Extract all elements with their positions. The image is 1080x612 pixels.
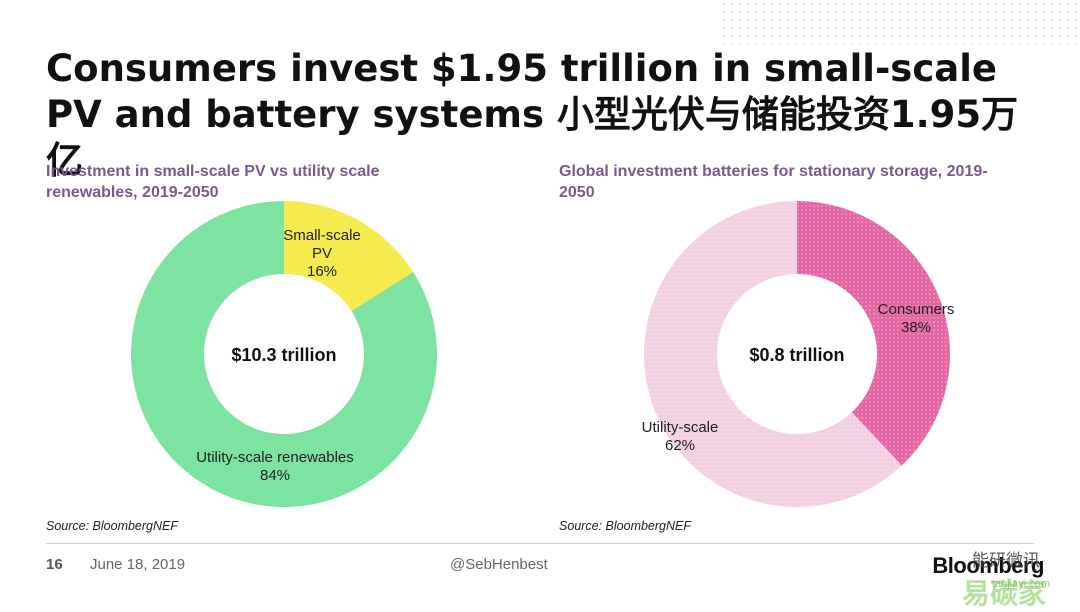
slide-title: Consumers invest $1.95 trillion in small… (46, 47, 1019, 182)
chart-2-slice-2-texture (644, 201, 902, 508)
page-number: 16 (46, 556, 63, 573)
tanjiayi-watermark: 易碳家 (961, 577, 1046, 610)
chart-2-slice-1-label: Consumers (878, 301, 955, 318)
chart-1-slice-2 (130, 201, 437, 508)
chart-2-slice-1-texture (797, 201, 951, 466)
chart-2-slice-2-value-label: 62% (665, 437, 695, 454)
chart-1-slice-1 (284, 201, 414, 312)
wechat-watermark: 能研微讯 (972, 551, 1040, 571)
chart-2-center-label: $0.8 trillion (749, 345, 844, 365)
chart-1-title: Investment in small-scale PV vs utility … (46, 163, 380, 201)
decorative-dot-pattern (720, 0, 1080, 44)
chart-2-slice-1-value-label: 38% (901, 319, 931, 336)
footer-divider (46, 543, 1034, 544)
chart-2-title: Global investment batteries for stationa… (559, 163, 988, 201)
tanjiayi-watermark-url: tanjiayi.com (991, 578, 1050, 590)
chart-1-slice-1-label: Small-scale (283, 227, 361, 244)
chart-2-source: Source: BloombergNEF (559, 519, 692, 533)
chart-1-source: Source: BloombergNEF (46, 519, 179, 533)
chart-1-slice-2-label: Utility-scale renewables (196, 449, 354, 466)
footer-date: June 18, 2019 (90, 556, 186, 573)
chart-2-slice-2-label: Utility-scale (642, 419, 719, 436)
chart-1-slice-1-value-label: 16% (307, 263, 337, 280)
chart-1-center-label: $10.3 trillion (231, 345, 336, 365)
chart-1-slice-2-value-label: 84% (260, 467, 290, 484)
bloomberg-logo: Bloomberg (932, 553, 1044, 578)
chart-1-slice-1-label: PV (312, 245, 332, 262)
footer-handle: @SebHenbest (450, 556, 548, 573)
